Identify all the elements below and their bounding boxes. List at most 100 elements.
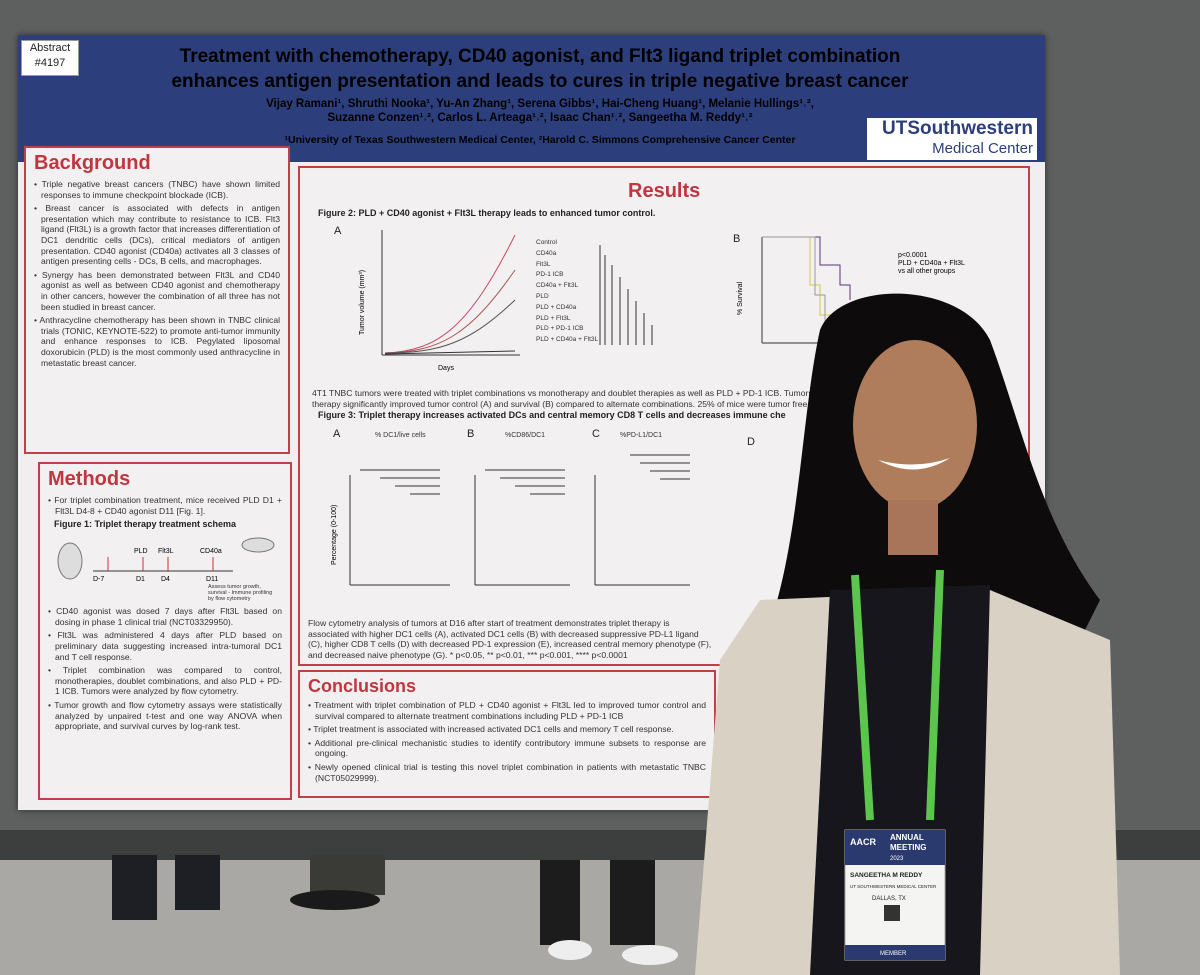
leg — [175, 855, 220, 910]
bullet: Anthracycline chemotherapy has been show… — [34, 315, 280, 368]
survival-note: vs all other groups — [898, 268, 956, 275]
schema-label: CD40a — [200, 548, 222, 555]
badge-affiliation: UT SOUTHWESTERN MEDICAL CENTER — [850, 884, 937, 889]
badge-type: MEMBER — [880, 951, 907, 957]
figure-title: Figure 2: PLD + CD40 agonist + Flt3L the… — [318, 208, 656, 218]
significance-brackets — [485, 469, 565, 495]
badge-qr — [884, 905, 900, 921]
significance-brackets — [599, 245, 653, 345]
authors-line: Vijay Ramani¹, Shruthi Nooka¹, Yu-An Zha… — [266, 98, 814, 110]
section-heading: Methods — [48, 468, 131, 490]
schema-label: Flt3L — [158, 548, 174, 555]
figure-3: Percentage (0-100) — [331, 454, 690, 586]
bullet: Newly opened clinical trial is testing t… — [308, 762, 706, 783]
figure-2-legend: Control CD40a Flt3L PD-1 ICB CD40a + Flt3L PL… — [536, 238, 598, 346]
leg — [310, 855, 385, 895]
logo: UTSouthwestern Medical Center — [867, 118, 1037, 160]
schema-label: D11 — [206, 576, 218, 583]
affiliation: ¹University of Texas Southwestern Medica… — [284, 134, 796, 146]
legend-entry: PLD + Flt3L — [536, 314, 571, 322]
authors-line: Suzanne Conzen¹˒², Carlos L. Arteaga¹˒²,… — [327, 112, 753, 124]
bullet-list: Triple negative breast cancers (TNBC) ha… — [34, 179, 280, 368]
badge-location: DALLAS, TX — [872, 896, 906, 902]
methods-panel: Methods For triplet combination treatmen… — [38, 462, 292, 800]
legend-entry: PLD — [536, 292, 549, 300]
axis-label: Tumor volume (mm³) — [359, 270, 366, 335]
bullet-list: For triplet combination treatment, mice … — [48, 495, 282, 516]
face — [853, 340, 977, 510]
growth-curve — [384, 299, 516, 354]
panel-label: B — [467, 428, 475, 440]
legend-entry: Flt3L — [536, 260, 551, 268]
title-line: Treatment with chemotherapy, CD40 agonis… — [179, 46, 901, 67]
leg — [610, 860, 655, 945]
axis-label: Percentage (0-100) — [331, 505, 338, 565]
logo-sub: Medical Center — [932, 140, 1033, 157]
bullet: Flt3L was administered 4 days after PLD … — [48, 630, 282, 662]
caption-line: 4T1 TNBC tumors were treated with triple… — [312, 388, 822, 398]
panel-label: B — [733, 233, 741, 245]
abstract-number: #4197 — [34, 57, 66, 69]
panel-label: D — [747, 436, 755, 448]
legend-entry: PLD + CD40a — [536, 303, 577, 311]
figure-caption: Flow cytometry analysis of tumors at D16… — [308, 618, 712, 660]
bullet: CD40 agonist was dosed 7 days after Flt3… — [48, 606, 282, 627]
lanyard — [851, 569, 944, 821]
schema-label: D1 — [136, 576, 145, 583]
mouse-icon — [241, 537, 275, 553]
section-heading: Results — [628, 180, 701, 202]
panel-title: % DC1/live cells — [375, 432, 426, 439]
significance-brackets — [630, 454, 690, 480]
panel-label: C — [592, 428, 600, 440]
bullet: Triple negative breast cancers (TNBC) ha… — [34, 179, 280, 200]
schema-label: D-7 — [93, 576, 104, 583]
title-line: enhances antigen presentation and leads … — [171, 71, 909, 92]
bullet: Tumor growth and flow cytometry assays w… — [48, 700, 282, 732]
figure-title: Figure 3: Triplet therapy increases acti… — [318, 410, 786, 420]
badge-header — [845, 830, 945, 865]
figure-2: Tumor volume (mm³) Days % Survival p<0.0… — [359, 230, 965, 372]
leg — [112, 855, 157, 920]
badge-footer — [845, 945, 945, 960]
panel-label: A — [333, 428, 341, 440]
authors: Vijay Ramani¹, Shruthi Nooka¹, Yu-An Zha… — [150, 97, 930, 125]
conclusions-panel: Conclusions Treatment with triplet combi… — [298, 670, 716, 798]
schema-label: PLD — [134, 548, 148, 555]
bullet: Triplet treatment is associated with inc… — [308, 724, 706, 735]
legend-entry: PLD + PD-1 ICB — [536, 325, 584, 333]
badge-org: AACR — [850, 837, 876, 847]
badge-event: MEETING — [890, 843, 926, 852]
shoe — [548, 940, 592, 960]
survival-note: PLD + CD40a + Flt3L — [898, 260, 965, 267]
bullet: Additional pre-clinical mechanistic stud… — [308, 738, 706, 759]
legend-entry: Control — [536, 239, 557, 246]
survival-note: p<0.0001 — [898, 252, 927, 259]
badge-name: SANGEETHA M REDDY — [850, 872, 923, 879]
bullet-list: CD40 agonist was dosed 7 days after Flt3… — [48, 606, 282, 732]
background-panel: Background Triple negative breast cancer… — [24, 146, 290, 454]
section-heading: Background — [34, 152, 151, 174]
abstract-tag: Abstract #4197 — [21, 40, 79, 76]
bullet: Triplet combination was compared to cont… — [48, 665, 282, 697]
panel-title: %PD-L1/DC1 — [620, 432, 663, 439]
growth-curve — [384, 269, 516, 354]
section-heading: Conclusions — [308, 676, 417, 696]
panel-label: A — [334, 225, 342, 237]
badge-event: ANNUAL — [890, 833, 924, 842]
schema-label: Assess tumor growth, survival - Immune p… — [208, 584, 273, 603]
bar-panel — [474, 469, 570, 586]
bullet: Breast cancer is associated with defects… — [34, 203, 280, 267]
logo-name: UTSouthwestern — [882, 118, 1033, 139]
figure-title: Figure 1: Triplet therapy treatment sche… — [54, 519, 237, 530]
bullet: Treatment with triplet combination of PL… — [308, 700, 706, 721]
growth-curve — [384, 234, 516, 354]
significance-brackets — [360, 469, 440, 495]
schema: D-7 D1 D4 D11 PLD Flt3L CD40a — [57, 537, 275, 583]
legend-entry: CD40a — [536, 249, 557, 257]
axis-label: Days — [438, 365, 454, 372]
bar-panel — [594, 454, 690, 586]
mouse-icon — [57, 542, 83, 580]
bar-panel — [349, 469, 450, 586]
